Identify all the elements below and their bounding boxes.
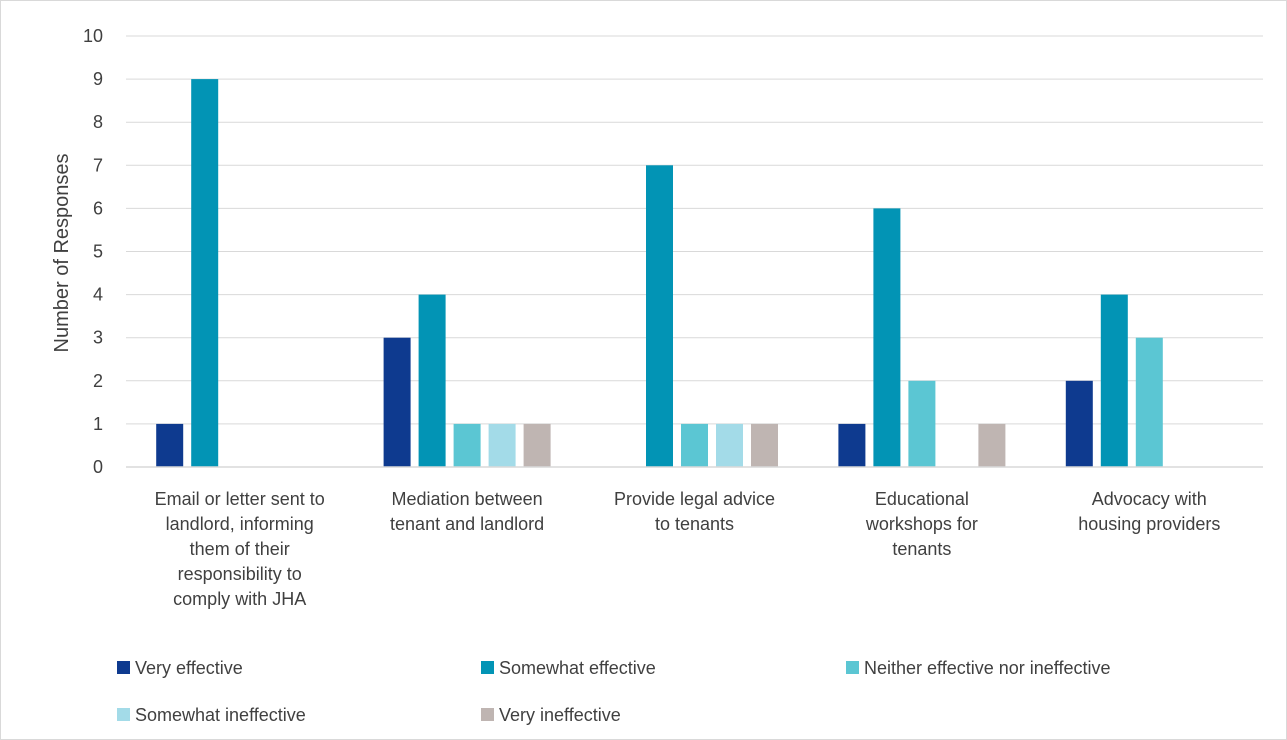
legend-item: Somewhat ineffective xyxy=(117,705,306,725)
legend-label: Very effective xyxy=(135,658,243,678)
y-tick-label: 8 xyxy=(93,112,103,132)
bar xyxy=(978,423,1006,467)
legend-label: Neither effective nor ineffective xyxy=(864,658,1110,678)
legend-swatch xyxy=(481,708,494,721)
bar xyxy=(1065,380,1093,467)
bar xyxy=(1135,337,1163,467)
y-tick-label: 7 xyxy=(93,155,103,175)
x-category-label: Educational workshops for tenants xyxy=(865,489,978,559)
y-tick-label: 0 xyxy=(93,457,103,477)
gridlines xyxy=(126,35,1263,425)
bar xyxy=(453,423,481,467)
bar xyxy=(383,337,411,467)
bar xyxy=(873,208,901,467)
bar xyxy=(156,423,184,467)
y-tick-label: 3 xyxy=(93,328,103,348)
bar xyxy=(838,423,866,467)
y-axis-title: Number of Responses xyxy=(51,154,73,353)
y-tick-label: 6 xyxy=(93,198,103,218)
y-tick-label: 9 xyxy=(93,69,103,89)
bars xyxy=(156,79,1163,468)
legend-item: Somewhat effective xyxy=(481,658,656,678)
legend-swatch xyxy=(117,661,130,674)
legend-item: Very ineffective xyxy=(481,705,621,725)
y-tick-label: 4 xyxy=(93,285,103,305)
x-category-label: Mediation between tenant and landlord xyxy=(390,489,544,534)
legend-swatch xyxy=(846,661,859,674)
bar xyxy=(418,294,446,467)
bar xyxy=(908,380,936,467)
y-axis-ticks: 0 1 2 3 4 5 6 7 8 9 10 xyxy=(83,26,103,477)
x-axis-category-labels: Email or letter sent to landlord, informi… xyxy=(155,489,1221,609)
legend: Very effective Somewhat effective Neither … xyxy=(117,658,1110,725)
bar xyxy=(523,423,551,467)
bar xyxy=(488,423,516,467)
legend-swatch xyxy=(117,708,130,721)
bar xyxy=(681,423,708,467)
legend-item: Very effective xyxy=(117,658,243,678)
y-tick-label: 1 xyxy=(93,414,103,434)
x-category-label: Email or letter sent to landlord, informi… xyxy=(155,489,325,609)
x-category-label: Advocacy with housing providers xyxy=(1078,489,1220,534)
y-tick-label: 5 xyxy=(93,242,103,262)
legend-label: Very ineffective xyxy=(499,705,621,725)
bar xyxy=(751,423,778,467)
bar xyxy=(191,79,219,467)
y-tick-label: 10 xyxy=(83,26,103,46)
legend-label: Somewhat effective xyxy=(499,658,656,678)
x-category-label: Provide legal advice to tenants xyxy=(614,489,775,534)
legend-label: Somewhat ineffective xyxy=(135,705,306,725)
bar xyxy=(716,423,743,467)
legend-swatch xyxy=(481,661,494,674)
bar xyxy=(1100,294,1128,467)
y-tick-label: 2 xyxy=(93,371,103,391)
legend-item: Neither effective nor ineffective xyxy=(846,658,1110,678)
bar xyxy=(646,165,673,468)
